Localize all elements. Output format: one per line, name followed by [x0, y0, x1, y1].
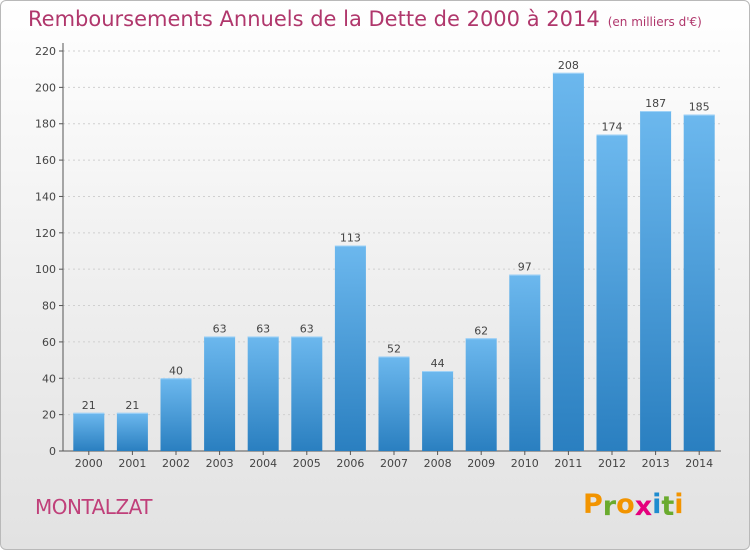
logo-letter: r: [602, 491, 617, 522]
bar-2009: [465, 338, 497, 451]
x-tick-label-2005: 2005: [293, 457, 321, 470]
value-label-2008: 44: [431, 357, 445, 370]
bar-2006: [334, 245, 366, 451]
x-tick-labels: 2000 2001 2002 2003 2004 2005 2006 2007 2008 2009…: [75, 451, 713, 470]
x-tick-label-2009: 2009: [467, 457, 495, 470]
x-tick-label-2004: 2004: [249, 457, 277, 470]
logo-letter: x: [634, 491, 653, 522]
logo-letter: i: [674, 489, 684, 520]
chart-subtitle: (en milliers d'€): [607, 15, 702, 29]
value-label-2010: 97: [518, 261, 532, 274]
x-tick-label-2014: 2014: [685, 457, 713, 470]
logo-letter: o: [616, 489, 635, 520]
bar-2003: [204, 336, 236, 451]
x-tick-label-2007: 2007: [380, 457, 408, 470]
value-label-2003: 63: [213, 322, 227, 335]
x-tick-label-2010: 2010: [511, 457, 539, 470]
y-tick-label: 0: [49, 445, 56, 458]
bar-2004: [247, 336, 279, 451]
y-tick-labels: 0 20 40 60 80 100 120 140 160 180 200 220: [35, 45, 56, 458]
bar-2008: [422, 371, 454, 451]
bar-2007: [378, 356, 410, 451]
value-label-2002: 40: [169, 364, 183, 377]
value-labels: 21 21 40 63 63 63 113 52 44 62 97 208 174 187 185: [82, 59, 710, 412]
value-label-2007: 52: [387, 342, 401, 355]
bar-2010: [509, 274, 541, 451]
logo-letter: t: [661, 491, 675, 522]
x-tick-label-2008: 2008: [424, 457, 452, 470]
value-label-2000: 21: [82, 399, 96, 412]
y-tick-label: 140: [35, 190, 56, 203]
value-label-2005: 63: [300, 322, 314, 335]
x-tick-label-2000: 2000: [75, 457, 103, 470]
x-tick-label-2003: 2003: [206, 457, 234, 470]
bar-2013: [640, 111, 672, 451]
y-tick-label: 60: [42, 336, 56, 349]
y-tick-label: 40: [42, 372, 56, 385]
proxiti-logo: Proxiti: [583, 489, 684, 522]
value-label-2004: 63: [256, 322, 270, 335]
y-tick-label: 120: [35, 227, 56, 240]
logo-letter: i: [652, 489, 662, 520]
logo-letter: P: [583, 489, 603, 520]
y-tick-label: 100: [35, 263, 56, 276]
chart-title: Remboursements Annuels de la Dette de 20…: [28, 7, 702, 31]
bar-2002: [160, 378, 192, 451]
y-tick-label: 20: [42, 409, 56, 422]
bar-2000: [73, 412, 105, 451]
value-label-2014: 185: [689, 101, 710, 114]
y-tick-label: 200: [35, 81, 56, 94]
value-label-2001: 21: [125, 399, 139, 412]
value-label-2009: 62: [474, 324, 488, 337]
x-tick-label-2012: 2012: [598, 457, 626, 470]
y-tick-label: 180: [35, 118, 56, 131]
bar-2014: [683, 114, 715, 452]
grid-lines: [59, 50, 721, 452]
bar-2011: [552, 72, 584, 452]
value-label-2011: 208: [558, 59, 579, 72]
x-tick-label-2001: 2001: [118, 457, 146, 470]
x-tick-label-2006: 2006: [336, 457, 364, 470]
y-tick-label: 80: [42, 300, 56, 313]
commune-name: MONTALZAT: [35, 495, 153, 519]
y-tick-label: 160: [35, 154, 56, 167]
value-label-2006: 113: [340, 232, 361, 245]
x-tick-label-2013: 2013: [642, 457, 670, 470]
value-label-2012: 174: [602, 121, 623, 134]
y-tick-label: 220: [35, 45, 56, 58]
bars: [73, 72, 715, 452]
value-label-2013: 187: [645, 97, 666, 110]
chart-title-text: Remboursements Annuels de la Dette de 20…: [28, 7, 600, 31]
x-tick-label-2011: 2011: [554, 457, 582, 470]
bar-2005: [291, 336, 323, 451]
x-tick-label-2002: 2002: [162, 457, 190, 470]
bar-2001: [116, 412, 148, 451]
bar-2012: [596, 134, 628, 452]
